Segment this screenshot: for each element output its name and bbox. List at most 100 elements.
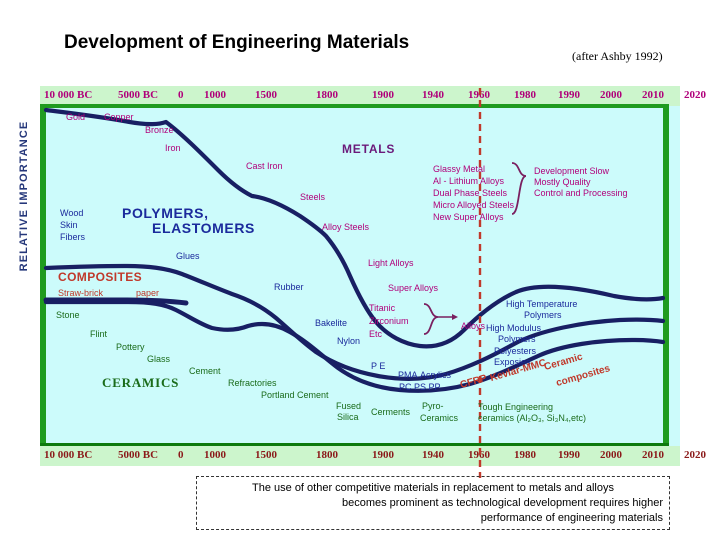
top-axis-tick: 2020: [684, 89, 706, 101]
metals-label: Alloys: [461, 321, 486, 331]
y-axis-title: RELATIVE IMPORTANCE: [18, 120, 30, 272]
bottom-axis-tick: 1000: [204, 449, 226, 461]
metals-label: Steels: [300, 192, 326, 202]
polymers-label: Exposies: [494, 357, 531, 367]
polymers-label: Rubber: [274, 282, 304, 292]
group-heading-metals: METALS: [342, 142, 396, 156]
bottom-axis-tick: 2000: [600, 449, 622, 461]
group-heading-ceramics: CERAMICS: [102, 375, 180, 390]
frame-top-border: [40, 104, 669, 108]
frame-bottom-border: [40, 443, 669, 448]
group-heading-polymers-line1: POLYMERS,: [122, 205, 209, 221]
titanic-brace-item: Etc: [369, 329, 383, 339]
bottom-axis-tick: 1960: [468, 449, 490, 461]
bottom-axis-tick: 2020: [684, 449, 706, 461]
metals-brace-note-item: Control and Processing: [534, 188, 628, 198]
ceramics-label: Tough Engineering: [478, 402, 554, 412]
metals-label: Light Alloys: [368, 258, 414, 268]
top-axis-tick: 2000: [600, 89, 622, 101]
bottom-axis-tick: 1980: [514, 449, 536, 461]
ceramics-label: Cerments: [371, 407, 411, 417]
bottom-axis-tick: 0: [178, 449, 184, 461]
top-axis-tick: 1000: [204, 89, 226, 101]
polymers-label: PMA: [398, 370, 418, 380]
bottom-axis-tick: 1990: [558, 449, 580, 461]
top-axis-tick: 1940: [422, 89, 444, 101]
titanic-brace-item: Titanic: [369, 303, 396, 313]
metals-brace-item: New Super Alloys: [433, 212, 504, 222]
titanic-brace-item: Zirconium: [369, 316, 409, 326]
polymers-label: Polymers: [498, 334, 536, 344]
bottom-axis-tick: 1940: [422, 449, 444, 461]
metals-brace-note-item: Development Slow: [534, 166, 610, 176]
top-axis-tick: 2010: [642, 89, 664, 101]
frame-right-border: [663, 104, 669, 450]
footer-note-line1: The use of other competitive materials i…: [252, 482, 614, 494]
top-axis-tick: 1500: [255, 89, 277, 101]
ceramics-label: Ceramics: [420, 413, 459, 423]
polymers-label: Skin: [60, 220, 78, 230]
polymers-label: Acrylics: [420, 370, 451, 380]
ceramics-label: ceramics (Al₂O₃, Si₃N₄,etc): [478, 413, 587, 423]
ceramics-label: Cement: [189, 366, 221, 376]
top-axis-tick: 1900: [372, 89, 394, 101]
ceramics-label: Flint: [90, 329, 108, 339]
top-axis-tick: 1980: [514, 89, 536, 101]
top-axis-tick: 1800: [316, 89, 338, 101]
top-axis-tick: 5000 BC: [118, 89, 159, 101]
ceramics-label: Portland Cement: [261, 390, 329, 400]
polymers-label: Fibers: [60, 232, 86, 242]
polymers-label: High Temperature: [506, 299, 578, 309]
top-axis-tick: 0: [178, 89, 184, 101]
top-axis-tick: 1960: [468, 89, 490, 101]
polymers-label: High Modulus: [486, 323, 542, 333]
page-title: Development of Engineering Materials: [64, 32, 410, 53]
ceramics-label: Pottery: [116, 342, 145, 352]
group-heading-polymers-line2: ELASTOMERS: [152, 220, 255, 236]
ceramics-label: Stone: [56, 310, 80, 320]
metals-label: Copper: [104, 112, 134, 122]
metals-label: Gold: [66, 112, 86, 122]
ceramics-label: Refractories: [228, 378, 277, 388]
footer-note: The use of other competitive materials i…: [196, 476, 670, 530]
bottom-axis-tick: 5000 BC: [118, 449, 159, 461]
metals-brace-item: Dual Phase Steels: [433, 188, 508, 198]
top-axis-tick: 1990: [558, 89, 580, 101]
bottom-axis-tick: 1800: [316, 449, 338, 461]
bottom-time-axis: 10 000 BC 5000 BC 0 1000 1500 1800 1900 1940 196…: [40, 446, 706, 466]
metals-brace-item: Glassy Metal: [433, 164, 486, 174]
polymers-label: P E: [371, 361, 386, 371]
polymers-label: Bakelite: [315, 318, 348, 328]
frame-left-border: [40, 104, 46, 450]
footer-note-line2: becomes prominent as technological devel…: [341, 496, 663, 509]
ceramics-label: Pyro-: [422, 401, 444, 411]
footer-note-line3: performance of engineering materials: [480, 511, 663, 524]
group-heading-composites: COMPOSITES: [58, 270, 143, 284]
bottom-axis-tick: 10 000 BC: [44, 449, 93, 461]
composites-label: Straw-brick: [58, 288, 104, 298]
top-time-axis: 10 000 BC 5000 BC 0 1000 1500 1800 1900 1940 196…: [40, 86, 706, 106]
metals-brace-item: Micro Alloyed Steels: [433, 200, 515, 210]
metals-label: Super Alloys: [388, 283, 439, 293]
polymers-label: Polymers: [524, 310, 562, 320]
metals-brace-note-item: Mostly Quality: [534, 177, 591, 187]
polymers-label: Glues: [176, 251, 200, 261]
polymers-label: Nylon: [337, 336, 361, 346]
ceramics-label: Silica: [337, 412, 359, 422]
metals-label: Bronze: [145, 125, 174, 135]
attribution-text: (after Ashby 1992): [572, 49, 663, 63]
polymers-label: Polyesters: [494, 346, 537, 356]
bottom-axis-tick: 1900: [372, 449, 394, 461]
polymers-label: Wood: [60, 208, 84, 218]
ceramics-label: Glass: [147, 354, 171, 364]
metals-label: Alloy Steels: [322, 222, 370, 232]
polymers-label: PC PS PP: [399, 382, 441, 392]
composites-label: paper: [136, 288, 160, 298]
metals-label: Iron: [165, 143, 181, 153]
metals-label: Cast Iron: [246, 161, 283, 171]
top-axis-tick: 10 000 BC: [44, 89, 93, 101]
metals-brace-item: Al - Lithium Alloys: [433, 176, 505, 186]
bottom-axis-tick: 1500: [255, 449, 277, 461]
ceramics-label: Fused: [336, 401, 362, 411]
